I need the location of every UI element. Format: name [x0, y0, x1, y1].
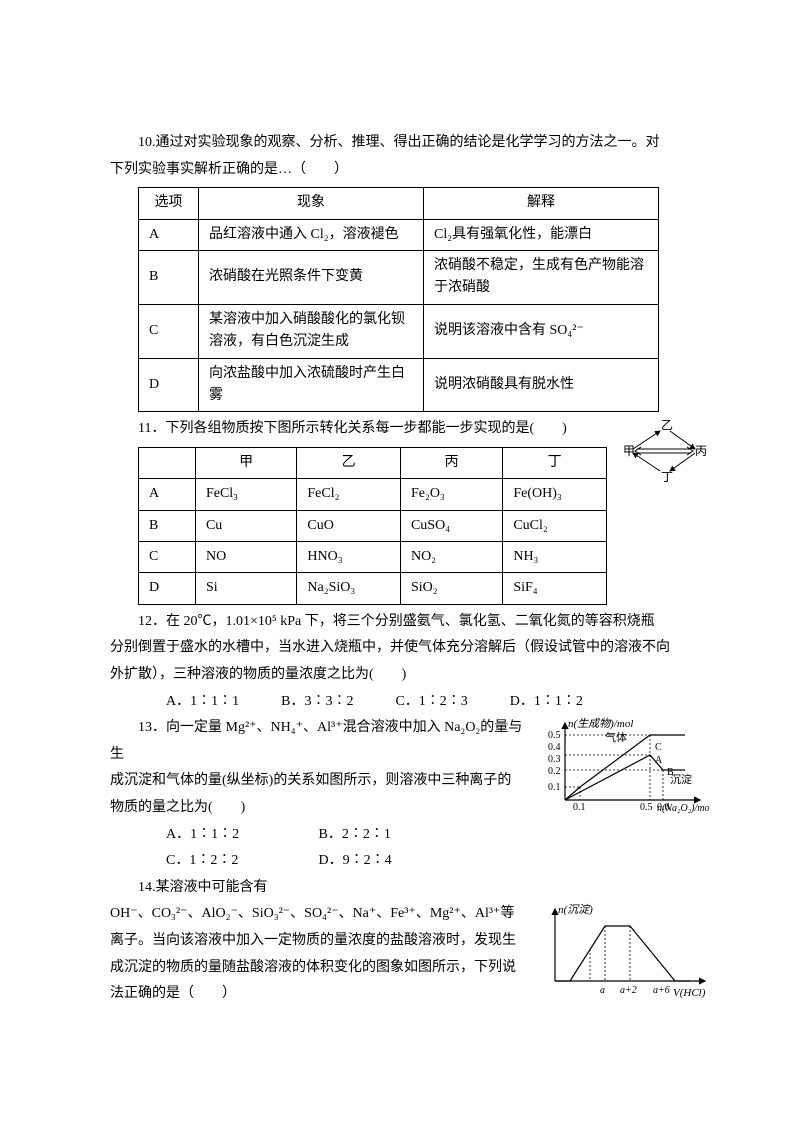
- q13-ylabel: n(生成物)/mol: [568, 717, 633, 730]
- q10-r1-opt: B: [139, 250, 199, 304]
- q10-h2: 解释: [424, 188, 659, 219]
- q13-pA: A: [655, 755, 663, 766]
- q14-xt2: a+6: [653, 985, 670, 996]
- q11-table: 甲 乙 丙 丁 A FeCl₃ FeCl₂ Fe₂O₃ Fe(OH)₃ B Cu…: [138, 447, 607, 605]
- q14-l3: 离子。当向该溶液中加入一定物质的量浓度的盐酸溶液时，发现生: [110, 928, 527, 955]
- table-row: A FeCl₃ FeCl₂ Fe₂O₃ Fe(OH)₃: [139, 479, 607, 510]
- node-jia: 甲: [623, 444, 635, 458]
- q10-r1-ph: 浓硝酸在光照条件下变黄: [199, 250, 424, 304]
- q10-r0-ph: 品红溶液中通入 Cl₂，溶液褪色: [199, 219, 424, 250]
- q11-c: SiF₄: [503, 573, 607, 604]
- q11-c: A: [139, 479, 196, 510]
- q14-stem: 14.某溶液中可能含有: [110, 875, 710, 902]
- q11-h4: 丁: [503, 447, 607, 478]
- q13-rA: A．1∶1∶2: [110, 822, 319, 849]
- q11-c: NH₃: [503, 542, 607, 573]
- table-row: D Si Na₂SiO₃ SiO₂ SiF₄: [139, 573, 607, 604]
- q14-chart: n(沉淀) V(HCl) a a+2 a+6: [535, 901, 710, 1001]
- node-yi: 乙: [661, 418, 673, 432]
- q11-h1: 甲: [195, 447, 296, 478]
- page-content: 10.通过对实验现象的观察、分析、推理、得出正确的结论是化学学习的方法之一。对 …: [0, 0, 800, 1068]
- q11-c: Fe₂O₃: [400, 479, 502, 510]
- q13-l2: 成沉淀和气体的量(纵坐标)的关系如图所示，则溶液中三种离子的: [110, 768, 527, 795]
- q10-h1: 现象: [199, 188, 424, 219]
- q13-gas: 气体: [605, 730, 627, 744]
- yt0: 0.5: [548, 730, 561, 741]
- q10-r0-opt: A: [139, 219, 199, 250]
- table-row: A 品红溶液中通入 Cl₂，溶液褪色 Cl₂具有强氧化性，能漂白: [139, 219, 659, 250]
- xt2: 0.6: [657, 802, 670, 813]
- q11-c: CuO: [297, 510, 401, 541]
- q13-rC: C．1∶2∶2: [110, 848, 319, 875]
- q12-l1: 12．在 20℃，1.01×10⁵ kPa 下，将三个分别盛氨气、氯化氢、二氧化…: [110, 609, 710, 636]
- q14-l2: OH⁻、CO₃²⁻、AlO₂⁻、SiO₃²⁻、SO₄²⁻、Na⁺、Fe³⁺、Mg…: [110, 901, 527, 928]
- yt1: 0.4: [548, 742, 561, 753]
- table-row: B Cu CuO CuSO₄ CuCl₂: [139, 510, 607, 541]
- q10-r0-ex: Cl₂具有强氧化性，能漂白: [424, 219, 659, 250]
- q10-r2-ph: 某溶液中加入硝酸酸化的氯化钡溶液，有白色沉淀生成: [199, 304, 424, 358]
- q10-table: 选项 现象 解释 A 品红溶液中通入 Cl₂，溶液褪色 Cl₂具有强氧化性，能漂…: [138, 187, 659, 412]
- q14-l5: 法正确的是（ ）: [110, 981, 527, 1008]
- q11-c: NO: [195, 542, 296, 573]
- q11-c: D: [139, 573, 196, 604]
- q12-choices: A．1∶1∶1 B．3∶3∶2 C．1∶2∶3 D．1∶1∶2: [110, 689, 710, 716]
- q11-c: CuSO₄: [400, 510, 502, 541]
- yt4: 0.1: [548, 782, 561, 793]
- yt3: 0.2: [548, 766, 561, 777]
- q12-l3: 外扩散），三种溶液的物质的量浓度之比为( ): [110, 662, 710, 689]
- node-bing: 丙: [695, 444, 707, 458]
- q10-r3-ex: 说明浓硝酸具有脱水性: [424, 358, 659, 412]
- q11-c: Si: [195, 573, 296, 604]
- q14-xt1: a+2: [620, 985, 637, 996]
- q13-pB: B: [667, 767, 674, 778]
- q11-c: CuCl₂: [503, 510, 607, 541]
- q11-c: B: [139, 510, 196, 541]
- q10-r1-ex: 浓硝酸不稳定，生成有色产物能溶于浓硝酸: [424, 250, 659, 304]
- q11-stem: 11．下列各组物质按下图所示转化关系每一步都能一步实现的是( ): [110, 416, 607, 443]
- q11-c: Fe(OH)₃: [503, 479, 607, 510]
- table-row: B 浓硝酸在光照条件下变黄 浓硝酸不稳定，生成有色产物能溶于浓硝酸: [139, 250, 659, 304]
- q14-xlabel: V(HCl): [673, 987, 706, 999]
- q10-h0: 选项: [139, 188, 199, 219]
- q13-l3: 物质的量之比为( ): [110, 795, 527, 822]
- q10-stem-b: 下列实验事实解析正确的是…（ ）: [110, 157, 710, 184]
- q14-ylabel: n(沉淀): [558, 903, 593, 916]
- q11-c: HNO₃: [297, 542, 401, 573]
- q11-c: C: [139, 542, 196, 573]
- q10-r3-ph: 向浓盐酸中加入浓硫酸时产生白雾: [199, 358, 424, 412]
- q14-l4: 成沉淀的物质的量随盐酸溶液的体积变化的图象如图所示，下列说: [110, 955, 527, 982]
- xt1: 0.5: [640, 802, 653, 813]
- table-row: D 向浓盐酸中加入浓硫酸时产生白雾 说明浓硝酸具有脱水性: [139, 358, 659, 412]
- table-row: 甲 乙 丙 丁: [139, 447, 607, 478]
- q11-c: FeCl₃: [195, 479, 296, 510]
- xt0: 0.1: [573, 802, 586, 813]
- q10-r3-opt: D: [139, 358, 199, 412]
- table-row: C 某溶液中加入硝酸酸化的氯化钡溶液，有白色沉淀生成 说明该溶液中含有 SO₄²…: [139, 304, 659, 358]
- q11-c: Na₂SiO₃: [297, 573, 401, 604]
- q10-r2-opt: C: [139, 304, 199, 358]
- q11-diagram: 甲 乙 丙 丁: [615, 416, 710, 486]
- q10-r2-ex: 说明该溶液中含有 SO₄²⁻: [424, 304, 659, 358]
- q11-h2: 乙: [297, 447, 401, 478]
- q11-c: SiO₂: [400, 573, 502, 604]
- q13-rB: B．2∶2∶1: [319, 822, 528, 849]
- q10-stem-a: 10.通过对实验现象的观察、分析、推理、得出正确的结论是化学学习的方法之一。对: [110, 130, 710, 157]
- table-row: C NO HNO₃ NO₂ NH₃: [139, 542, 607, 573]
- q11-c: Cu: [195, 510, 296, 541]
- q12-l2: 分别倒置于盛水的水槽中，当水进入烧瓶中，并使气体充分溶解后（假设试管中的溶液不向: [110, 635, 710, 662]
- q13-l1: 13．向一定量 Mg²⁺、NH₄⁺、Al³⁺混合溶液中加入 Na₂O₂的量与生: [110, 715, 527, 768]
- q13-pC: C: [655, 742, 662, 753]
- q11-c: NO₂: [400, 542, 502, 573]
- q11-h3: 丙: [400, 447, 502, 478]
- yt2: 0.3: [548, 754, 561, 765]
- q11-c: FeCl₂: [297, 479, 401, 510]
- table-row: 选项 现象 解释: [139, 188, 659, 219]
- q14-xt0: a: [600, 985, 605, 996]
- q13-rD: D．9∶2∶4: [319, 848, 528, 875]
- q13-chart: n(生成物)/mol n(Na₂O₂)/mol 气体 沉淀 C A B 0.5 …: [535, 715, 710, 815]
- q11-h0: [139, 447, 196, 478]
- node-ding: 丁: [661, 470, 673, 484]
